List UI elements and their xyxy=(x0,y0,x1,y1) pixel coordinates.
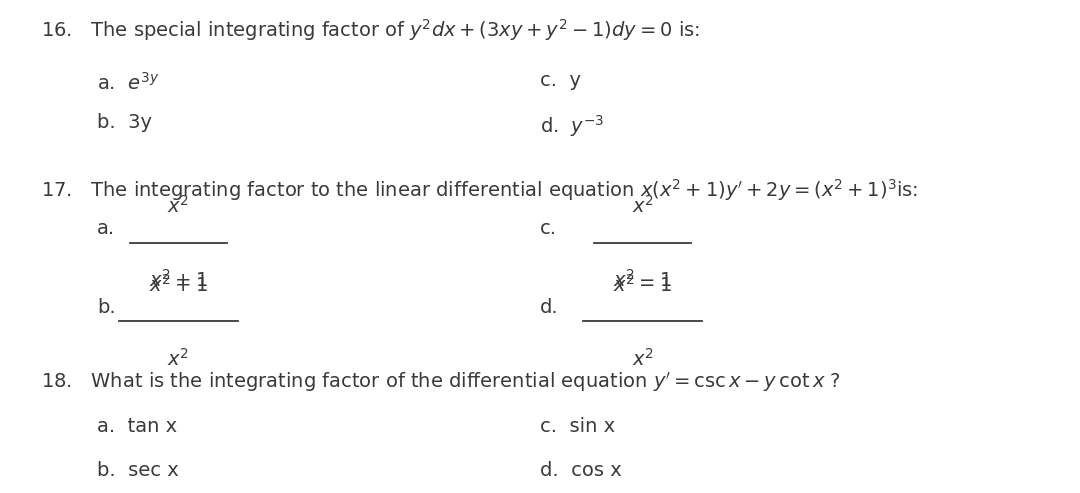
Text: $x^2+1$: $x^2+1$ xyxy=(149,269,207,290)
Text: b.: b. xyxy=(97,298,116,317)
Text: c.: c. xyxy=(540,219,557,239)
Text: a.  $e^{3y}$: a. $e^{3y}$ xyxy=(97,71,160,93)
Text: $x^2$: $x^2$ xyxy=(167,348,189,369)
Text: b.  3y: b. 3y xyxy=(97,113,152,133)
Text: 18.   What is the integrating factor of the differential equation $y'=\mathrm{cs: 18. What is the integrating factor of th… xyxy=(41,370,841,394)
Text: a.: a. xyxy=(97,219,116,239)
Text: c.  y: c. y xyxy=(540,71,581,91)
Text: $x^2$: $x^2$ xyxy=(632,348,653,369)
Text: 17.   The integrating factor to the linear differential equation $x(x^2+1)y'+2y=: 17. The integrating factor to the linear… xyxy=(41,177,918,204)
Text: 16.   The special integrating factor of $y^2dx+(3xy+y^2-1)dy=0$ is:: 16. The special integrating factor of $y… xyxy=(41,17,700,43)
Text: $x^2+1$: $x^2+1$ xyxy=(149,274,207,296)
Text: $x^2-1$: $x^2-1$ xyxy=(613,269,672,290)
Text: $x^2$: $x^2$ xyxy=(167,195,189,217)
Text: $x^2$: $x^2$ xyxy=(632,195,653,217)
Text: c.  sin x: c. sin x xyxy=(540,417,616,436)
Text: $x^2-1$: $x^2-1$ xyxy=(613,274,672,296)
Text: b.  sec x: b. sec x xyxy=(97,461,179,480)
Text: d.  $y^{-3}$: d. $y^{-3}$ xyxy=(540,113,605,140)
Text: d.  cos x: d. cos x xyxy=(540,461,622,480)
Text: a.  tan x: a. tan x xyxy=(97,417,177,436)
Text: d.: d. xyxy=(540,298,558,317)
